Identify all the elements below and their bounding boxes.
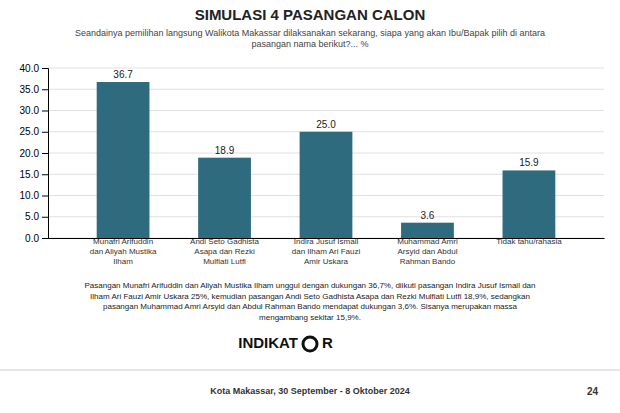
text-line: Tidak tahu/rahasia bbox=[496, 237, 562, 246]
x-tick-label: Indira Jusuf Ismaildan Ilham Ari FauziAm… bbox=[292, 237, 361, 266]
bars bbox=[97, 82, 556, 238]
y-tick: 35.0 bbox=[20, 84, 48, 95]
data-label: 15.9 bbox=[519, 157, 539, 168]
y-tick: 25.0 bbox=[20, 126, 48, 137]
x-tick: Tidak tahu/rahasia bbox=[496, 237, 562, 246]
y-tick-mark bbox=[42, 238, 48, 239]
y-tick-label: 30.0 bbox=[20, 105, 40, 116]
y-tick-label: 0.0 bbox=[25, 233, 39, 244]
bar bbox=[198, 158, 251, 238]
footer-text: Pasangan Munafri Arifuddin dan Aliyah Mu… bbox=[85, 281, 536, 322]
bar bbox=[97, 82, 150, 238]
text-line: Amir Uskara bbox=[304, 257, 349, 266]
x-tick-label: Andi Seto GadhistaAsapa dan RezkiMulfiat… bbox=[190, 237, 259, 266]
y-tick-mark bbox=[42, 111, 48, 112]
text-line: pasangan nama berikut?... % bbox=[251, 39, 368, 49]
text-line: Pasangan Munafri Arifuddin dan Aliyah Mu… bbox=[85, 281, 536, 290]
y-tick-label: 35.0 bbox=[20, 84, 40, 95]
separator bbox=[0, 370, 620, 371]
y-tick-mark bbox=[42, 132, 48, 133]
text-line: Andi Seto Gadhista bbox=[190, 237, 259, 246]
x-tick-label: Tidak tahu/rahasia bbox=[496, 237, 562, 246]
text-line: mengambang sekitar 15,9%. bbox=[259, 313, 361, 322]
x-axis: Munafri Arifuddindan Aliyah MustikaIlham… bbox=[49, 237, 605, 266]
page-number: 24 bbox=[587, 386, 599, 397]
subtitle: Seandainya pemilihan langsung Walikota M… bbox=[75, 28, 545, 49]
y-tick: 5.0 bbox=[25, 211, 48, 222]
y-tick-mark bbox=[42, 196, 48, 197]
text-line: Mulfiati Lutfi bbox=[203, 257, 246, 266]
text-line: dan Aliyah Mustika bbox=[90, 247, 157, 256]
x-tick: Muhammad AmriArsyid dan AbdulRahman Band… bbox=[397, 237, 458, 266]
text-line: Muhammad Amri bbox=[397, 237, 458, 246]
y-tick-label: 15.0 bbox=[20, 169, 40, 180]
y-tick-mark bbox=[42, 153, 48, 154]
y-tick-mark bbox=[42, 174, 48, 175]
data-label: 25.0 bbox=[316, 119, 336, 130]
y-tick-mark bbox=[42, 217, 48, 218]
text-line: Arsyid dan Abdul bbox=[397, 247, 457, 256]
bottom-text: Kota Makassar, 30 September - 8 Oktober … bbox=[210, 386, 410, 396]
logo-circle bbox=[303, 337, 317, 351]
bar bbox=[300, 132, 353, 238]
y-axis-line bbox=[42, 69, 49, 239]
y-tick-label: 5.0 bbox=[25, 211, 39, 222]
y-tick: 0.0 bbox=[25, 233, 48, 244]
title: SIMULASI 4 PASANGAN CALON bbox=[195, 6, 426, 23]
y-tick-label: 10.0 bbox=[20, 190, 40, 201]
logo-text: R bbox=[322, 334, 333, 351]
text-line: Ilham bbox=[113, 257, 133, 266]
y-tick: 30.0 bbox=[20, 105, 48, 116]
bar bbox=[401, 223, 454, 238]
text-line: Rahman Bando bbox=[400, 257, 456, 266]
chart: SIMULASI 4 PASANGAN CALON Seandainya pemi… bbox=[0, 0, 620, 413]
text-line: Indira Jusuf Ismail bbox=[294, 237, 359, 246]
y-axis: 0.0 5.0 10.0 15.0 20.0 25.0 30.0 35.0 40.0 bbox=[20, 63, 49, 244]
y-tick: 40.0 bbox=[20, 63, 48, 74]
y-tick: 20.0 bbox=[20, 148, 48, 159]
y-tick-label: 20.0 bbox=[20, 148, 40, 159]
y-tick-label: 25.0 bbox=[20, 126, 40, 137]
data-label: 36.7 bbox=[113, 69, 133, 80]
grid bbox=[48, 68, 604, 238]
logo-text: INDIKAT bbox=[238, 334, 298, 351]
x-tick: Munafri Arifuddindan Aliyah MustikaIlham bbox=[90, 237, 157, 266]
y-tick: 15.0 bbox=[20, 169, 48, 180]
text-line: dan Ilham Ari Fauzi bbox=[292, 247, 361, 256]
data-label: 3.6 bbox=[421, 210, 435, 221]
text-line: Seandainya pemilihan langsung Walikota M… bbox=[75, 28, 545, 38]
y-tick-mark bbox=[42, 68, 48, 69]
text-line: Ilham Ari Fauzi Amir Uskara 25%, kemudia… bbox=[90, 292, 530, 301]
y-tick-label: 40.0 bbox=[20, 63, 40, 74]
x-tick: Indira Jusuf Ismaildan Ilham Ari FauziAm… bbox=[292, 237, 361, 266]
data-labels: 36.7 18.9 25.0 3.6 15.9 bbox=[113, 69, 539, 221]
y-tick: 10.0 bbox=[20, 190, 48, 201]
x-tick-label: Munafri Arifuddindan Aliyah MustikaIlham bbox=[90, 237, 157, 266]
data-label: 18.9 bbox=[215, 145, 235, 156]
y-tick-mark bbox=[42, 89, 48, 90]
bar bbox=[503, 170, 556, 238]
text-line: Asapa dan Rezki bbox=[194, 247, 255, 256]
text-line: pasangan Muhammad Amri Arsyid dan Abdul … bbox=[103, 302, 518, 311]
x-tick-label: Muhammad AmriArsyid dan AbdulRahman Band… bbox=[397, 237, 458, 266]
x-tick: Andi Seto GadhistaAsapa dan RezkiMulfiat… bbox=[190, 237, 259, 266]
text-line: Munafri Arifuddin bbox=[93, 237, 153, 246]
